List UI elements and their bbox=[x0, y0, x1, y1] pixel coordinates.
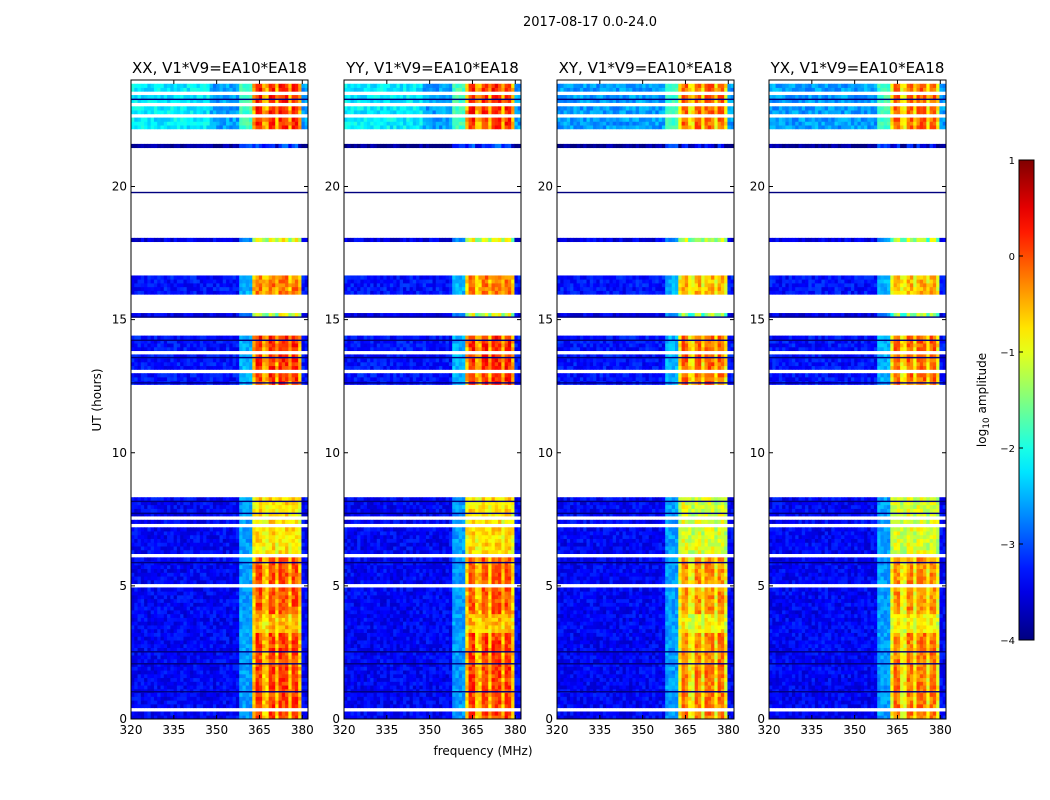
x-tick-label: 350 bbox=[631, 723, 654, 737]
y-tick-label: 5 bbox=[545, 579, 553, 593]
panel-frame bbox=[768, 79, 947, 720]
y-tick-label: 5 bbox=[332, 579, 340, 593]
x-tick-label: 320 bbox=[120, 723, 143, 737]
x-tick-label: 350 bbox=[205, 723, 228, 737]
colorbar-label-subscript: 10 bbox=[982, 417, 992, 429]
colorbar-label-rest: amplitude bbox=[975, 353, 989, 417]
y-tick-label: 20 bbox=[325, 180, 340, 194]
x-tick-label: 350 bbox=[418, 723, 441, 737]
spectrogram-image bbox=[557, 80, 734, 719]
y-tick-label: 10 bbox=[750, 446, 765, 460]
x-tick-label: 335 bbox=[162, 723, 185, 737]
y-tick-label: 15 bbox=[750, 313, 765, 327]
y-tick-label: 10 bbox=[325, 446, 340, 460]
x-axis-label: frequency (MHz) bbox=[433, 744, 532, 758]
y-tick-label: 5 bbox=[119, 579, 127, 593]
panel-frame bbox=[130, 79, 309, 720]
colorbar-label-log: log bbox=[975, 429, 989, 447]
panels: XX, V1*V9=EA10*EA18 320 335 350 365 380 0 5 10 15… bbox=[112, 59, 952, 737]
x-tick-label: 380 bbox=[929, 723, 952, 737]
colorbar-tick-label: −1 bbox=[1000, 348, 1015, 359]
y-tick-label: 15 bbox=[325, 313, 340, 327]
x-tick-label: 380 bbox=[291, 723, 314, 737]
colorbar-tick-label: −4 bbox=[1000, 636, 1015, 647]
panel-3: XY, V1*V9=EA10*EA18 320 335 350 365 380 0 5 10 15… bbox=[538, 59, 740, 737]
panel-title: XY, V1*V9=EA10*EA18 bbox=[559, 59, 733, 77]
y-tick-label: 20 bbox=[538, 180, 553, 194]
x-tick-label: 365 bbox=[461, 723, 484, 737]
y-tick-label: 10 bbox=[112, 446, 127, 460]
x-tick-label: 335 bbox=[800, 723, 823, 737]
x-tick-label: 365 bbox=[248, 723, 271, 737]
colorbar: 1 0 −1 −2 −3 −4 bbox=[1000, 156, 1035, 647]
x-tick-label: 320 bbox=[546, 723, 569, 737]
x-tick-label: 365 bbox=[886, 723, 909, 737]
panel-2: YY, V1*V9=EA10*EA18 320 335 350 365 380 0 5 10 15… bbox=[325, 59, 527, 737]
panel-frame bbox=[343, 79, 522, 720]
y-tick-label: 0 bbox=[119, 712, 127, 726]
x-tick-label: 335 bbox=[588, 723, 611, 737]
x-tick-label: 320 bbox=[333, 723, 356, 737]
y-tick-label: 0 bbox=[757, 712, 765, 726]
colorbar-tick-label: 1 bbox=[1009, 156, 1015, 167]
panel-4: YX, V1*V9=EA10*EA18 320 335 350 365 380 0 5 10 15… bbox=[750, 59, 952, 737]
x-tick-label: 320 bbox=[758, 723, 781, 737]
panel-frame bbox=[556, 79, 735, 720]
colorbar-tick-label: 0 bbox=[1009, 252, 1015, 263]
spectrogram-image bbox=[131, 80, 308, 719]
y-tick-label: 0 bbox=[545, 712, 553, 726]
y-tick-label: 15 bbox=[538, 313, 553, 327]
spectrogram-image bbox=[344, 80, 521, 719]
panel-title: YY, V1*V9=EA10*EA18 bbox=[345, 59, 519, 77]
y-tick-label: 5 bbox=[757, 579, 765, 593]
panel-title: XX, V1*V9=EA10*EA18 bbox=[132, 59, 307, 77]
spectrogram-image bbox=[769, 80, 946, 719]
y-tick-label: 20 bbox=[750, 180, 765, 194]
x-tick-label: 350 bbox=[843, 723, 866, 737]
colorbar-tick-label: −3 bbox=[1000, 540, 1015, 551]
y-axis-label: UT (hours) bbox=[90, 368, 104, 431]
colorbar-label: log10 amplitude bbox=[975, 353, 992, 447]
figure-suptitle: 2017-08-17 0.0-24.0 bbox=[523, 15, 657, 30]
y-tick-label: 10 bbox=[538, 446, 553, 460]
x-tick-label: 380 bbox=[717, 723, 740, 737]
colorbar-tick-label: −2 bbox=[1000, 444, 1015, 455]
x-tick-label: 380 bbox=[504, 723, 527, 737]
x-tick-label: 335 bbox=[375, 723, 398, 737]
panel-1: XX, V1*V9=EA10*EA18 320 335 350 365 380 0 5 10 15… bbox=[112, 59, 314, 737]
y-tick-label: 20 bbox=[112, 180, 127, 194]
colorbar-gradient bbox=[1018, 159, 1035, 641]
y-tick-label: 0 bbox=[332, 712, 340, 726]
x-tick-label: 365 bbox=[674, 723, 697, 737]
panel-title: YX, V1*V9=EA10*EA18 bbox=[770, 59, 945, 77]
y-tick-label: 15 bbox=[112, 313, 127, 327]
